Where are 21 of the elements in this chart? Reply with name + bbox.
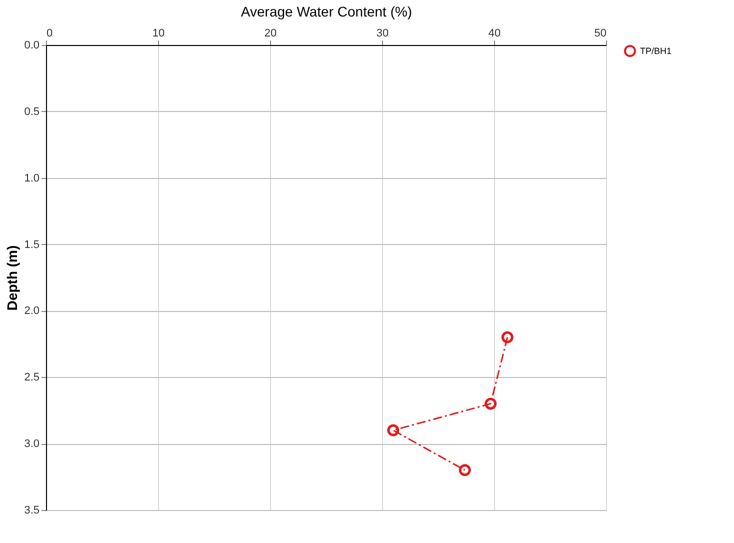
y-tick-label: 3.0 [24, 438, 40, 450]
x-tick-label: 30 [376, 28, 389, 40]
y-tick-label: 0.5 [24, 106, 40, 118]
y-tick-label: 0.0 [24, 40, 40, 52]
x-axis-title: Average Water Content (%) [240, 4, 412, 20]
legend-label: TP/BH1 [640, 46, 672, 56]
x-tick-label: 0 [46, 28, 53, 40]
x-tick-label: 50 [594, 28, 606, 40]
x-tick-label: 40 [488, 28, 501, 40]
y-tick-label: 2.0 [24, 305, 40, 318]
y-tick-label: 1.5 [24, 238, 40, 251]
y-tick-label: 3.5 [24, 504, 40, 516]
x-tick-label: 20 [264, 28, 277, 40]
point [458, 464, 471, 476]
point [387, 424, 400, 436]
point [501, 331, 514, 344]
y-axis-title: Depth (m) [4, 245, 20, 311]
point [484, 398, 497, 410]
y-tick-label: 1.0 [24, 172, 40, 184]
y-tick-label: 2.5 [24, 372, 40, 384]
x-tick-label: 10 [152, 28, 165, 40]
